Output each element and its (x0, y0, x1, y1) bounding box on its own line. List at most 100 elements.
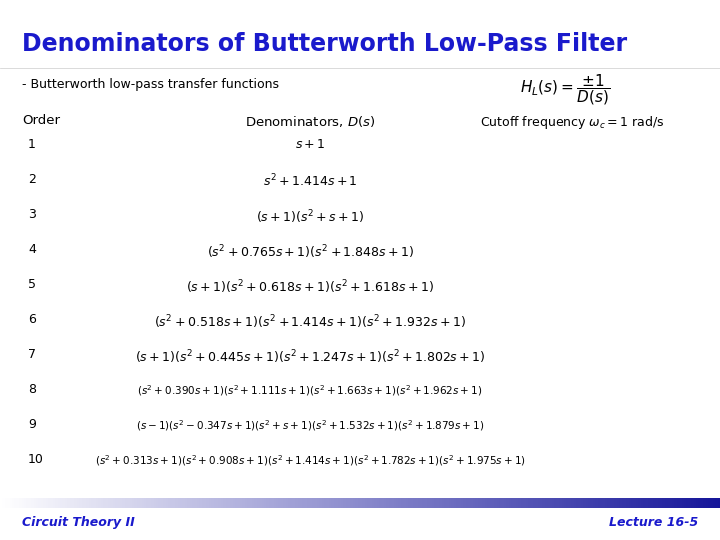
Bar (240, 498, 243, 508)
Bar (197, 498, 199, 508)
Bar (79, 498, 81, 508)
Bar (130, 498, 132, 508)
Bar (261, 498, 264, 508)
Bar (701, 498, 703, 508)
Bar (180, 498, 182, 508)
Bar (223, 498, 225, 508)
Bar (343, 498, 346, 508)
Bar (36, 498, 38, 508)
Bar (67, 498, 70, 508)
Bar (329, 498, 331, 508)
Bar (137, 498, 139, 508)
Bar (670, 498, 672, 508)
Bar (7, 498, 9, 508)
Bar (396, 498, 398, 508)
Bar (686, 498, 689, 508)
Bar (77, 498, 79, 508)
Bar (322, 498, 324, 508)
Bar (317, 498, 319, 508)
Bar (84, 498, 86, 508)
Bar (120, 498, 122, 508)
Bar (636, 498, 639, 508)
Bar (106, 498, 108, 508)
Bar (142, 498, 144, 508)
Bar (175, 498, 178, 508)
Text: 7: 7 (28, 348, 36, 361)
Bar (302, 498, 305, 508)
Bar (348, 498, 351, 508)
Bar (482, 498, 485, 508)
Text: Circuit Theory II: Circuit Theory II (22, 516, 135, 529)
Bar (667, 498, 670, 508)
Bar (574, 498, 576, 508)
Bar (91, 498, 94, 508)
Bar (149, 498, 151, 508)
Bar (254, 498, 257, 508)
Bar (569, 498, 571, 508)
Bar (495, 498, 497, 508)
Bar (326, 498, 329, 508)
Bar (372, 498, 374, 508)
Bar (125, 498, 127, 508)
Bar (101, 498, 103, 508)
Bar (58, 498, 60, 508)
Bar (338, 498, 341, 508)
Bar (540, 498, 542, 508)
Bar (346, 498, 348, 508)
Bar (490, 498, 492, 508)
Text: $(s^2+0.313s+1)(s^2+0.908s+1)(s^2+1.414s+1)(s^2+1.782s+1)(s^2+1.975s+1)$: $(s^2+0.313s+1)(s^2+0.908s+1)(s^2+1.414s… (94, 453, 526, 468)
Text: Denominators, $D(s)$: Denominators, $D(s)$ (245, 114, 375, 129)
Bar (459, 498, 461, 508)
Bar (63, 498, 65, 508)
Bar (300, 498, 302, 508)
Bar (691, 498, 693, 508)
Bar (151, 498, 153, 508)
Bar (624, 498, 626, 508)
Text: 2: 2 (28, 173, 36, 186)
Bar (461, 498, 463, 508)
Bar (423, 498, 425, 508)
Bar (610, 498, 612, 508)
Bar (274, 498, 276, 508)
Bar (286, 498, 288, 508)
Text: Cutoff frequency $\omega_c = 1$ rad/s: Cutoff frequency $\omega_c = 1$ rad/s (480, 114, 665, 131)
Text: 9: 9 (28, 418, 36, 431)
Bar (216, 498, 218, 508)
Bar (351, 498, 353, 508)
Bar (153, 498, 156, 508)
Bar (518, 498, 521, 508)
Text: 10: 10 (28, 453, 44, 466)
Text: $s+1$: $s+1$ (294, 138, 325, 151)
Bar (634, 498, 636, 508)
Bar (132, 498, 135, 508)
Bar (718, 498, 720, 508)
Bar (384, 498, 387, 508)
Text: $(s^2+0.390s+1)(s^2+1.111s+1)(s^2+1.663s+1)(s^2+1.962s+1)$: $(s^2+0.390s+1)(s^2+1.111s+1)(s^2+1.663s… (138, 383, 482, 398)
Bar (113, 498, 115, 508)
Bar (655, 498, 657, 508)
Bar (477, 498, 480, 508)
Bar (509, 498, 511, 508)
Bar (38, 498, 41, 508)
Bar (369, 498, 372, 508)
Bar (264, 498, 266, 508)
Bar (559, 498, 562, 508)
Bar (660, 498, 662, 508)
Bar (288, 498, 290, 508)
Bar (444, 498, 446, 508)
Bar (408, 498, 410, 508)
Bar (576, 498, 578, 508)
Bar (581, 498, 583, 508)
Bar (65, 498, 67, 508)
Bar (689, 498, 691, 508)
Bar (127, 498, 130, 508)
Bar (427, 498, 430, 508)
Text: Denominators of Butterworth Low-Pass Filter: Denominators of Butterworth Low-Pass Fil… (22, 32, 627, 56)
Bar (475, 498, 477, 508)
Bar (230, 498, 233, 508)
Bar (499, 498, 502, 508)
Bar (513, 498, 516, 508)
Bar (619, 498, 621, 508)
Text: - Butterworth low-pass transfer functions: - Butterworth low-pass transfer function… (22, 78, 279, 91)
Bar (341, 498, 343, 508)
